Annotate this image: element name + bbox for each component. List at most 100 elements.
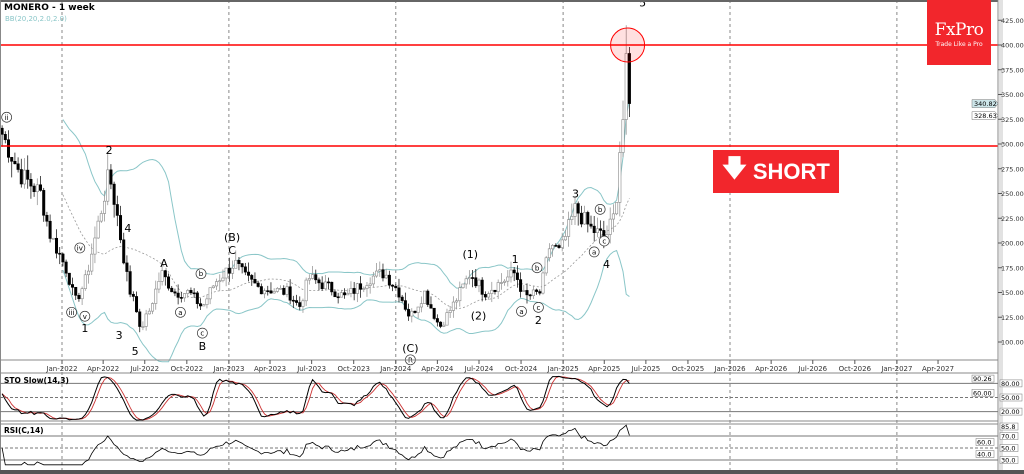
candle-bear bbox=[71, 284, 75, 288]
wave-label: (1) bbox=[463, 248, 479, 261]
candle-bear bbox=[64, 261, 68, 274]
candle-bull bbox=[445, 312, 449, 326]
x-tick-label: Jan-2025 bbox=[547, 365, 579, 373]
candle-bull bbox=[96, 220, 100, 239]
wave-label: iii bbox=[69, 309, 75, 317]
candle-bear bbox=[7, 139, 11, 158]
candle-bull bbox=[573, 203, 577, 217]
candle-bear bbox=[112, 183, 116, 205]
candle-bear bbox=[45, 214, 49, 222]
candle-bear bbox=[295, 300, 299, 303]
candle-bull bbox=[595, 228, 599, 233]
wave-label-circle bbox=[74, 242, 86, 254]
candle-bear bbox=[13, 160, 17, 165]
rsi-tick-label: 85.8 bbox=[1001, 423, 1015, 431]
wave-label-circle bbox=[66, 306, 77, 318]
candle-bull bbox=[467, 277, 471, 280]
logo-brand: FxPro bbox=[934, 20, 984, 40]
candle-bull bbox=[183, 293, 187, 299]
sto-tag bbox=[971, 374, 995, 383]
candle-bull bbox=[560, 239, 564, 248]
candle-bull bbox=[275, 288, 279, 292]
wave-label: 2 bbox=[106, 144, 113, 157]
candle-bear bbox=[199, 303, 203, 307]
wave-label: b bbox=[598, 206, 603, 214]
candle-bear bbox=[435, 318, 439, 323]
x-tick-label: Apr-2025 bbox=[588, 365, 620, 373]
candle-bear bbox=[26, 169, 30, 180]
candle-bear bbox=[16, 163, 20, 170]
candle-bear bbox=[250, 275, 254, 280]
x-tick-label: Jul-2022 bbox=[129, 365, 159, 373]
wave-label: (2) bbox=[471, 309, 487, 322]
candle-bull bbox=[99, 213, 103, 222]
wave-labels: ii2iv4iiiv135AbacB(B)C(C)R(1)(2)1bac23bc… bbox=[1, 0, 646, 366]
wave-label: a bbox=[592, 248, 596, 256]
candle-bull bbox=[272, 291, 276, 294]
candle-bear bbox=[109, 169, 113, 185]
x-tick-label: Oct-2024 bbox=[505, 365, 538, 373]
candle-bear bbox=[3, 134, 7, 141]
candle-bull bbox=[547, 248, 551, 259]
candle-bear bbox=[135, 296, 139, 313]
candle-bear bbox=[10, 157, 14, 162]
wave-label: 4 bbox=[124, 222, 131, 235]
x-tick-label: Apr-2022 bbox=[87, 365, 119, 373]
candle-bull bbox=[106, 169, 110, 202]
sto-label: STO Slow(14,3) bbox=[4, 376, 69, 385]
candle-bear bbox=[579, 212, 583, 225]
candle-bear bbox=[131, 293, 135, 297]
y-tick-label: 175.00 bbox=[1001, 264, 1024, 272]
sto-tag bbox=[999, 393, 1023, 402]
wave-label: 5 bbox=[132, 345, 139, 358]
wave-label: b bbox=[535, 264, 540, 272]
candle-bear bbox=[397, 287, 401, 298]
candle-bear bbox=[115, 204, 119, 216]
bollinger-middle bbox=[62, 194, 630, 309]
candle-bull bbox=[419, 303, 423, 308]
candle-bull bbox=[570, 216, 574, 220]
rsi-label: RSI(C,14) bbox=[4, 426, 44, 435]
candle-bull bbox=[186, 290, 190, 294]
wave-label-circle bbox=[531, 262, 543, 274]
candle-bull bbox=[285, 286, 289, 295]
candle-bear bbox=[189, 290, 193, 294]
candle-bear bbox=[237, 260, 241, 264]
y-tick-label: 125.00 bbox=[1001, 314, 1024, 322]
candle-bear bbox=[138, 311, 142, 327]
candle-bear bbox=[429, 304, 433, 309]
last-price-label: 340.82 bbox=[974, 100, 997, 108]
candle-bear bbox=[317, 279, 321, 284]
rsi-tag bbox=[999, 422, 1019, 431]
wave-label: C bbox=[228, 244, 236, 257]
candle-bear bbox=[403, 300, 407, 310]
candle-bull bbox=[490, 289, 494, 294]
candle-bear bbox=[426, 290, 430, 305]
bollinger-bands bbox=[62, 100, 630, 363]
y-tick-label: 300.00 bbox=[1001, 141, 1024, 149]
bottom-border bbox=[0, 470, 1024, 474]
x-tick-label: Jul-2026 bbox=[797, 365, 827, 373]
candle-bull bbox=[221, 277, 225, 282]
chart-title: MONERO - 1 week bbox=[4, 3, 95, 13]
y-tick-label: 275.00 bbox=[1001, 165, 1024, 173]
candle-bull bbox=[455, 300, 459, 303]
candle-bear bbox=[528, 294, 532, 297]
candle-bear bbox=[359, 283, 363, 290]
y-tick-label: 225.00 bbox=[1001, 215, 1024, 223]
wave-label: 5 bbox=[639, 0, 646, 9]
candle-bull bbox=[279, 288, 283, 290]
candle-bear bbox=[515, 272, 519, 280]
x-tick-label: Jul-2024 bbox=[464, 365, 494, 373]
wave-label: c bbox=[536, 304, 540, 312]
wave-label-circle bbox=[79, 310, 91, 322]
candle-bear bbox=[493, 289, 497, 292]
candle-bear bbox=[381, 269, 385, 279]
sto-tag bbox=[999, 407, 1023, 416]
candle-bull bbox=[531, 289, 535, 297]
candle-bear bbox=[576, 203, 580, 214]
candle-bear bbox=[413, 310, 417, 313]
y-tick-label: 400.00 bbox=[1001, 42, 1024, 50]
candle-bull bbox=[144, 313, 148, 327]
